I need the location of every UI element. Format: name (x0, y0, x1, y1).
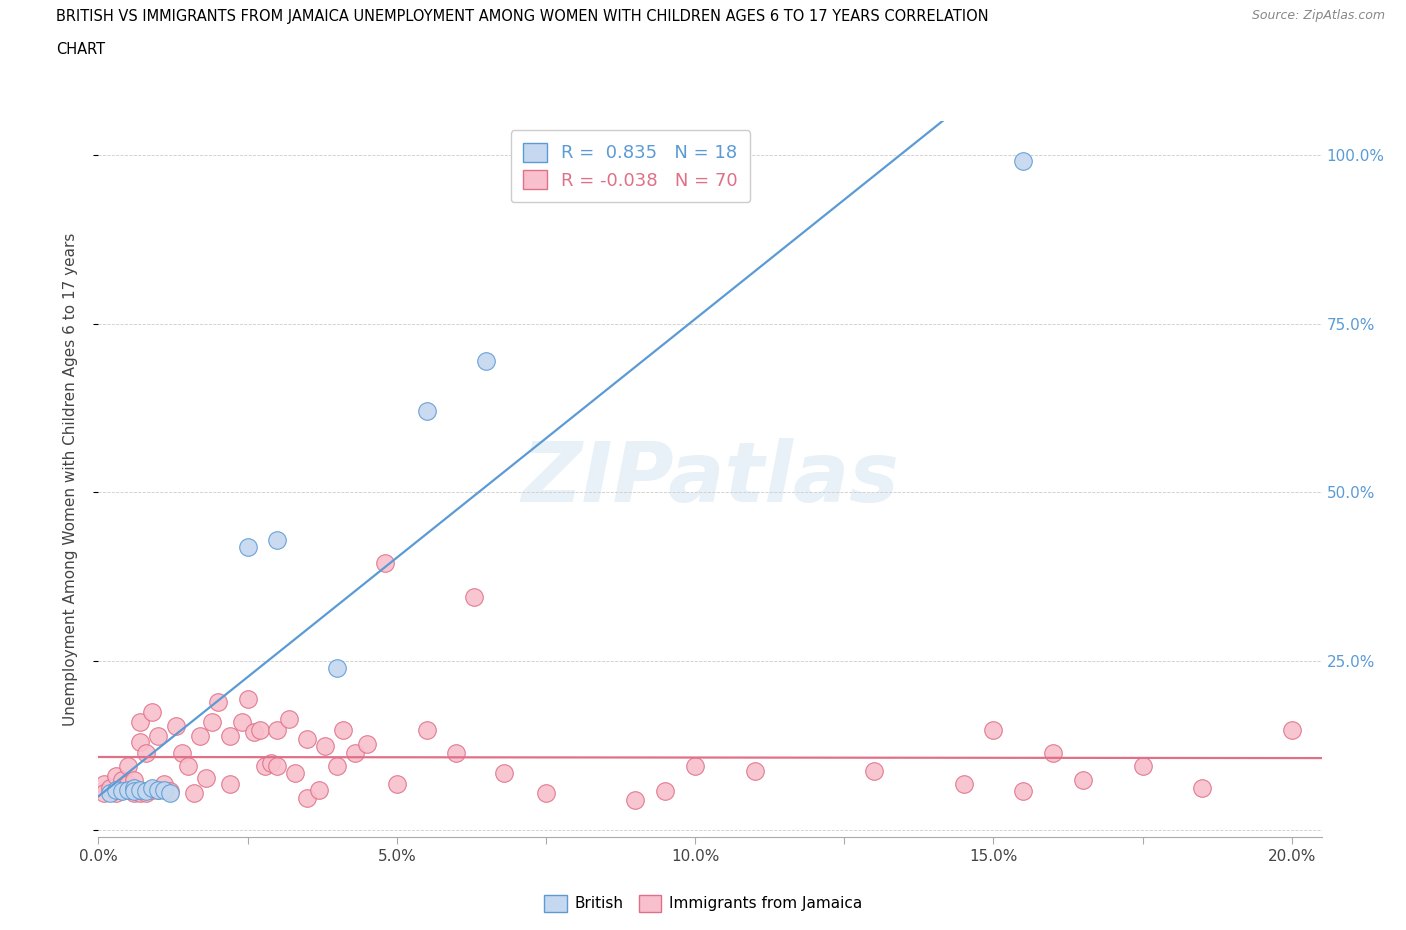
Point (326, 660, 349, 675)
Point (122, 781, 145, 796)
Point (297, 732, 319, 747)
Point (201, 715, 224, 730)
Point (1012, 784, 1035, 799)
Point (146, 728, 169, 743)
Point (983, 723, 1005, 737)
Point (135, 784, 157, 799)
Text: Source: ZipAtlas.com: Source: ZipAtlas.com (1251, 9, 1385, 22)
Point (207, 695, 229, 710)
Point (188, 728, 211, 743)
Point (135, 745, 157, 760)
Point (105, 786, 128, 801)
Point (1281, 723, 1303, 737)
Point (863, 764, 886, 778)
Point (146, 782, 169, 797)
Point (218, 728, 240, 743)
Point (1071, 772, 1094, 787)
Point (98, 781, 121, 796)
Point (1042, 745, 1064, 760)
Text: ZIPatlas: ZIPatlas (522, 438, 898, 520)
Point (534, 786, 557, 801)
Point (165, 718, 187, 733)
Point (129, 735, 152, 750)
Point (385, 777, 408, 791)
Point (242, 724, 264, 739)
Point (654, 784, 676, 799)
Point (105, 769, 128, 784)
Point (117, 782, 139, 797)
Point (475, 353, 498, 368)
Point (683, 759, 706, 774)
Point (236, 691, 259, 706)
Point (278, 711, 301, 726)
Point (141, 781, 163, 796)
Point (463, 590, 485, 604)
Point (117, 777, 139, 791)
Point (266, 723, 288, 737)
Point (297, 790, 319, 805)
Legend: British, Immigrants from Jamaica: British, Immigrants from Jamaica (537, 889, 869, 918)
Point (314, 738, 336, 753)
Point (129, 786, 152, 801)
Point (111, 782, 134, 797)
Point (183, 786, 205, 801)
Point (122, 784, 145, 799)
Point (374, 556, 396, 571)
Point (135, 786, 157, 801)
Point (159, 786, 181, 801)
Point (111, 784, 134, 799)
Point (170, 745, 193, 760)
Point (415, 404, 437, 418)
Point (415, 723, 437, 737)
Point (122, 786, 145, 801)
Point (93, 786, 115, 801)
Point (332, 723, 354, 737)
Point (744, 764, 766, 778)
Legend: R =  0.835   N = 18, R = -0.038   N = 70: R = 0.835 N = 18, R = -0.038 N = 70 (510, 130, 751, 202)
Point (356, 737, 378, 751)
Point (249, 723, 271, 737)
Point (141, 782, 163, 797)
Point (117, 759, 139, 774)
Point (1132, 759, 1154, 774)
Point (153, 777, 176, 791)
Point (952, 777, 974, 791)
Point (141, 705, 163, 720)
Point (266, 759, 288, 774)
Point (177, 759, 200, 774)
Point (105, 782, 128, 797)
Point (343, 745, 366, 760)
Point (194, 770, 217, 785)
Point (93, 777, 115, 791)
Text: CHART: CHART (56, 42, 105, 57)
Point (624, 792, 647, 807)
Point (266, 532, 288, 547)
Point (1191, 781, 1213, 796)
Point (129, 782, 152, 797)
Point (122, 772, 145, 787)
Point (98, 786, 121, 801)
Point (236, 539, 259, 554)
Point (159, 784, 181, 799)
Point (446, 745, 468, 760)
Point (231, 715, 253, 730)
Point (284, 765, 307, 780)
Point (218, 777, 240, 791)
Point (111, 772, 134, 787)
Point (254, 759, 277, 774)
Point (494, 765, 516, 780)
Point (308, 782, 330, 797)
Y-axis label: Unemployment Among Women with Children Ages 6 to 17 years: Unemployment Among Women with Children A… (63, 232, 77, 725)
Point (1012, 154, 1035, 169)
Point (153, 782, 176, 797)
Point (146, 782, 169, 797)
Text: BRITISH VS IMMIGRANTS FROM JAMAICA UNEMPLOYMENT AMONG WOMEN WITH CHILDREN AGES 6: BRITISH VS IMMIGRANTS FROM JAMAICA UNEMP… (56, 9, 988, 24)
Point (260, 755, 283, 770)
Point (129, 715, 152, 730)
Point (326, 759, 349, 774)
